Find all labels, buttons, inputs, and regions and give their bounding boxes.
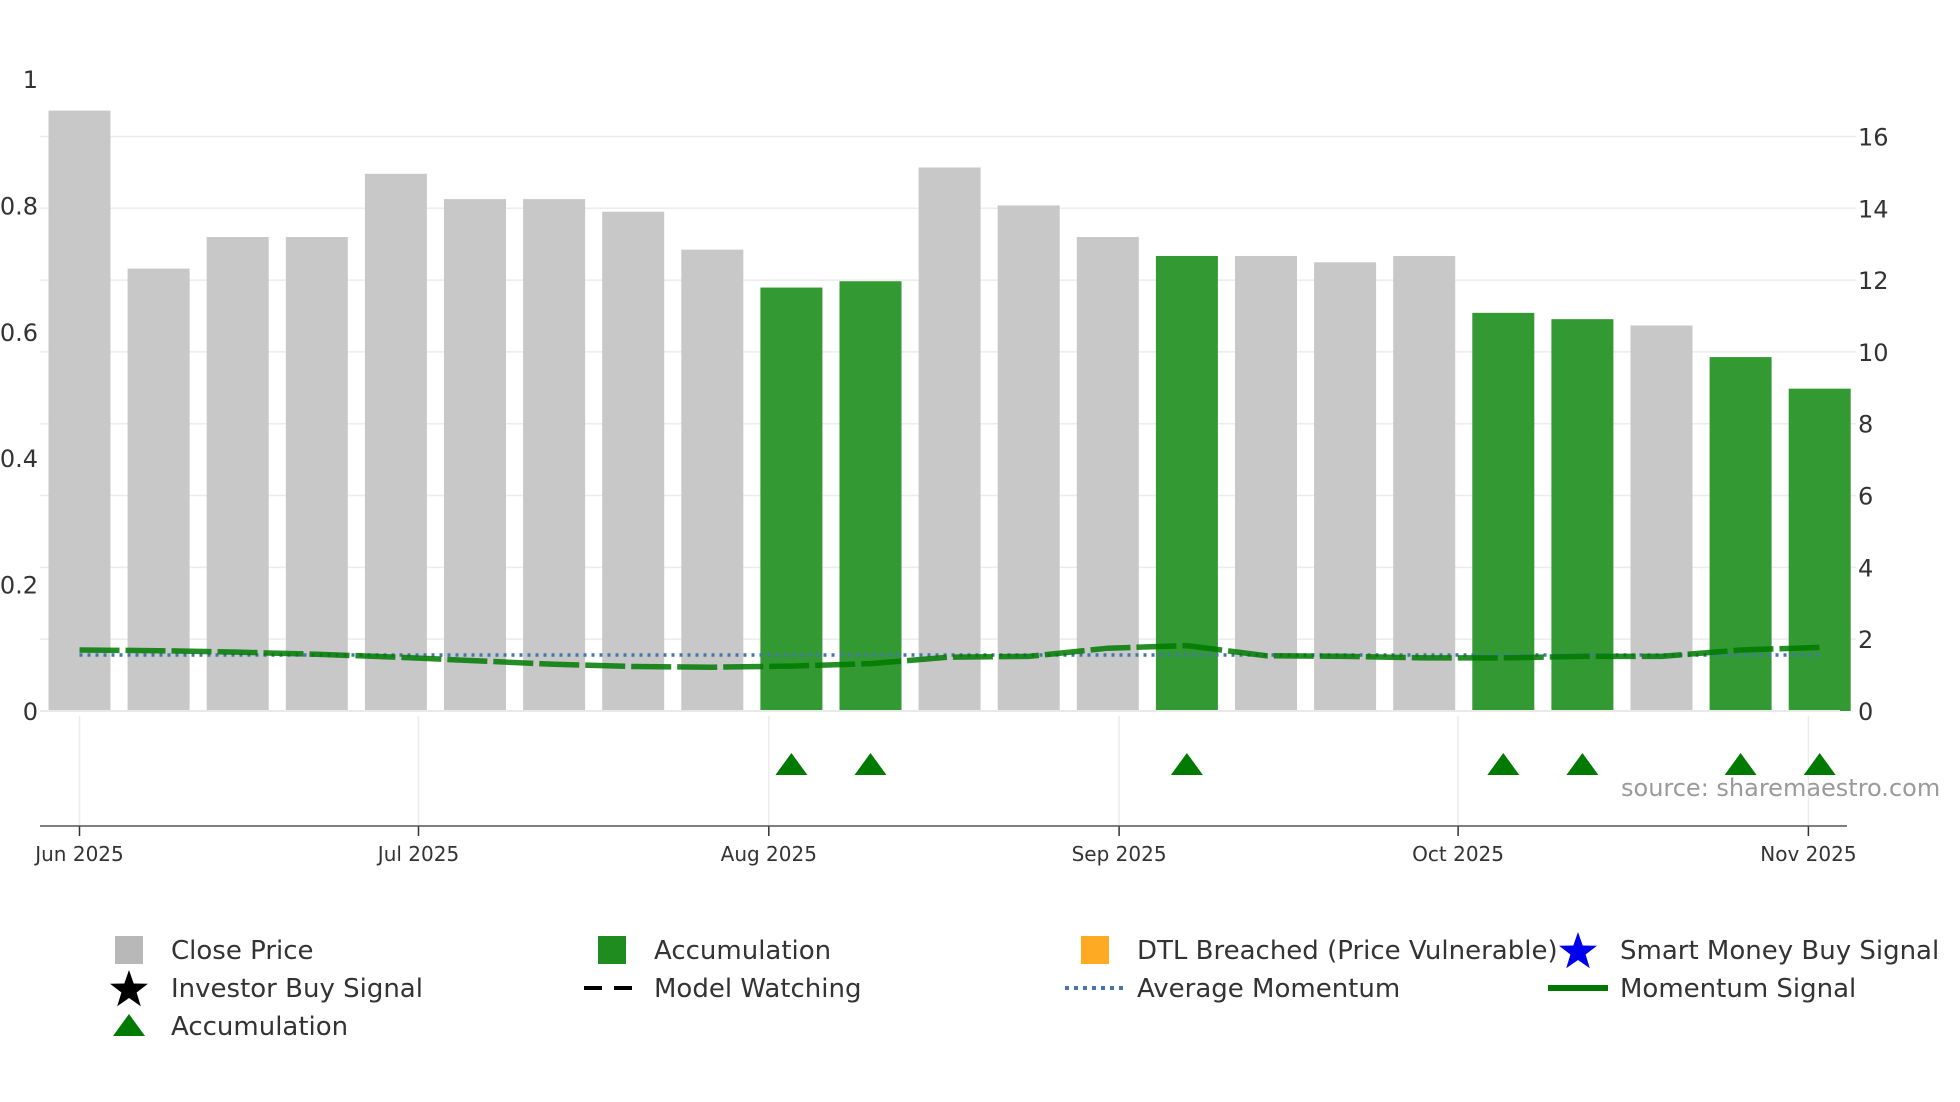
accumulation-marker (1566, 753, 1599, 775)
right-axis-tick: 6 (1858, 483, 1873, 511)
legend-label: Accumulation (171, 1012, 348, 1042)
legend-label: Close Price (171, 936, 314, 966)
accumulation-bar (1788, 388, 1851, 711)
accumulation-bar (1155, 255, 1218, 711)
right-axis-tick: 12 (1858, 267, 1889, 295)
right-axis-tick: 0 (1858, 698, 1873, 726)
close-price-bar (285, 237, 348, 711)
accumulation-marker (1170, 753, 1203, 775)
legend-label: Model Watching (654, 974, 861, 1004)
accumulation-bar (1472, 312, 1535, 711)
accumulation-marker (1487, 753, 1520, 775)
accumulation-bar (1551, 319, 1614, 711)
left-axis-tick: 0 (23, 698, 38, 726)
axes: 0 2 4 6 8 10 12 14 16 0 0.2 0.4 0.6 0.8 1 Jun 2025 Jul 2… (0, 66, 1889, 866)
accumulation-markers (775, 753, 1836, 775)
close-price-bar (48, 110, 111, 712)
close-price-bar (1630, 325, 1693, 711)
legend-label: Investor Buy Signal (171, 974, 423, 1004)
x-axis-tick: Oct 2025 (1412, 842, 1504, 866)
legend-item: Accumulation (113, 1012, 348, 1042)
right-axis-tick: 8 (1858, 411, 1873, 439)
momentum-lines (79, 642, 1820, 670)
legend: Close Price Accumulation DTL Breached (Pri… (110, 932, 1939, 1042)
close-price-bar (1076, 237, 1139, 711)
legend-symbol (113, 1014, 145, 1036)
legend-symbol (110, 970, 148, 1007)
legend-label: DTL Breached (Price Vulnerable) (1137, 936, 1558, 966)
x-axis-tick: Jun 2025 (33, 842, 124, 866)
legend-item: Smart Money Buy Signal (1559, 932, 1939, 969)
legend-symbol (1081, 936, 1109, 964)
x-axis-tick: Jul 2025 (376, 842, 459, 866)
accumulation-bar (760, 287, 823, 711)
source-label: source: sharemaestro.com (1621, 774, 1940, 802)
close-price-bar (602, 211, 665, 711)
close-price-bar (444, 199, 506, 711)
close-price-bar (523, 199, 586, 711)
legend-symbol (1559, 932, 1597, 969)
left-axis-tick: 0.2 (0, 572, 38, 600)
bars (48, 110, 1851, 712)
left-axis-tick: 0.8 (0, 192, 38, 220)
close-price-bar (997, 205, 1060, 711)
accumulation-bar (839, 281, 902, 711)
left-axis-tick: 1 (23, 66, 38, 94)
legend-item: Momentum Signal (1548, 974, 1856, 1004)
left-axis-tick: 0.4 (0, 445, 38, 473)
close-price-bar (1235, 255, 1297, 711)
accumulation-marker (854, 753, 887, 775)
legend-symbol (598, 936, 626, 964)
legend-symbol (115, 936, 143, 964)
right-axis-tick: 14 (1858, 195, 1889, 223)
close-price-bar (206, 237, 269, 711)
legend-item: Average Momentum (1065, 974, 1400, 1004)
x-axis-tick: Aug 2025 (721, 842, 817, 866)
right-axis-tick: 2 (1858, 626, 1873, 654)
legend-item: Investor Buy Signal (110, 970, 423, 1007)
right-axis-tick: 4 (1858, 554, 1873, 582)
accumulation-marker (1724, 753, 1757, 775)
accumulation-marker (775, 753, 808, 775)
legend-label: Momentum Signal (1620, 974, 1856, 1004)
legend-item: DTL Breached (Price Vulnerable) (1081, 936, 1558, 966)
legend-label: Accumulation (654, 936, 831, 966)
x-axis-tick: Nov 2025 (1760, 842, 1856, 866)
left-axis-tick: 0.6 (0, 319, 38, 347)
close-price-bar (918, 167, 981, 712)
close-price-bar (1314, 262, 1377, 711)
legend-label: Smart Money Buy Signal (1620, 936, 1939, 966)
legend-item: Model Watching (584, 974, 861, 1004)
momentum-signal-line (79, 642, 1820, 670)
right-axis-tick: 10 (1858, 339, 1889, 367)
accumulation-marker (1803, 753, 1836, 775)
legend-label: Average Momentum (1137, 974, 1400, 1004)
right-axis-tick: 16 (1858, 123, 1889, 151)
close-price-bar (127, 268, 190, 711)
accumulation-bar (1709, 357, 1772, 711)
close-price-bar (1393, 255, 1456, 711)
close-price-bar (364, 173, 427, 712)
legend-item: Close Price (115, 936, 314, 966)
legend-item: Accumulation (598, 936, 831, 966)
x-axis-tick: Sep 2025 (1072, 842, 1167, 866)
close-price-bar (681, 249, 744, 711)
